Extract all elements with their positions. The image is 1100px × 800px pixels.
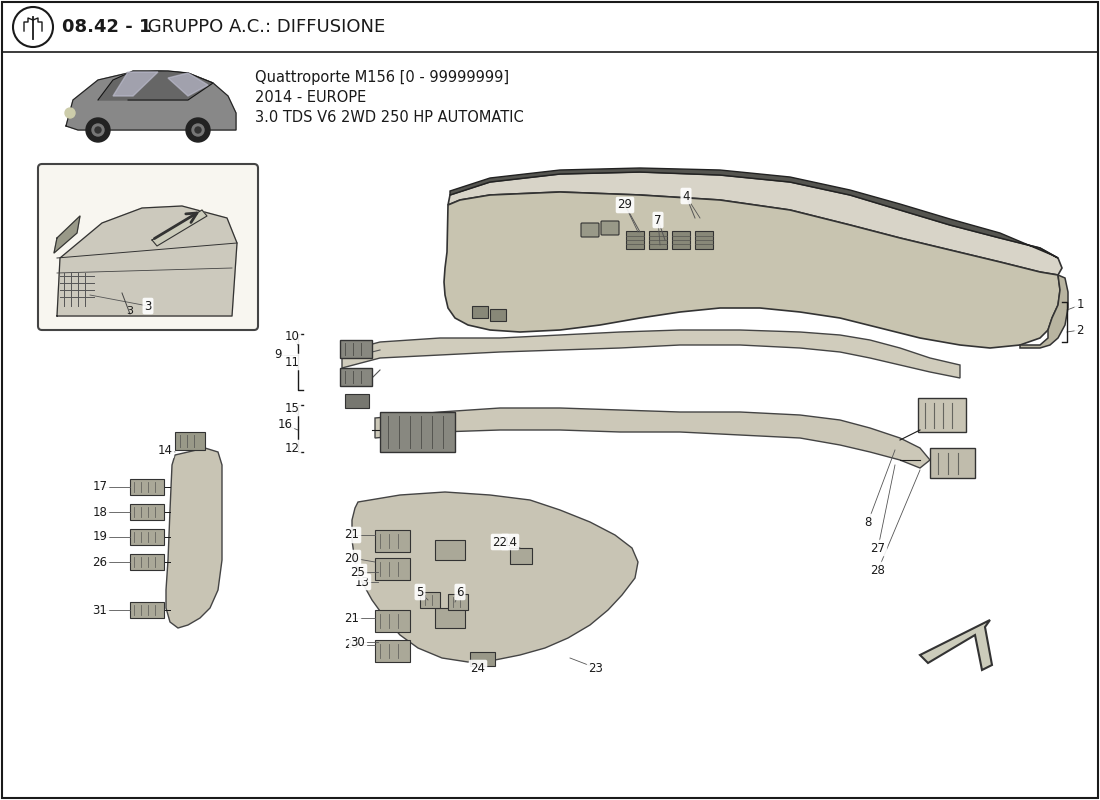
Bar — [672, 231, 690, 249]
Polygon shape — [66, 71, 236, 130]
Text: 29: 29 — [617, 198, 632, 211]
Polygon shape — [54, 216, 80, 253]
Text: 26: 26 — [92, 555, 108, 569]
Bar — [375, 640, 410, 662]
Text: 23: 23 — [588, 662, 604, 674]
Bar — [918, 398, 966, 432]
Circle shape — [195, 127, 201, 133]
Bar — [434, 540, 465, 560]
FancyBboxPatch shape — [581, 223, 600, 237]
Text: 6: 6 — [456, 586, 464, 598]
Bar — [420, 592, 440, 608]
Polygon shape — [98, 71, 213, 100]
Bar — [448, 594, 468, 610]
Bar — [340, 340, 372, 358]
Bar — [130, 479, 164, 495]
Text: 12: 12 — [285, 442, 299, 454]
Text: 20: 20 — [344, 638, 360, 651]
Polygon shape — [1020, 275, 1068, 348]
Polygon shape — [113, 72, 158, 96]
Polygon shape — [342, 330, 960, 378]
Bar — [470, 652, 495, 666]
Text: 27: 27 — [870, 542, 886, 554]
Bar — [649, 231, 667, 249]
Circle shape — [92, 124, 104, 136]
Text: 21: 21 — [344, 611, 360, 625]
Circle shape — [95, 127, 101, 133]
Bar — [490, 309, 506, 321]
Text: 2: 2 — [1076, 323, 1084, 337]
Text: 08.42 - 1: 08.42 - 1 — [62, 18, 152, 36]
Polygon shape — [152, 210, 207, 246]
Bar — [130, 529, 164, 545]
Text: 28: 28 — [870, 563, 886, 577]
Polygon shape — [448, 172, 1062, 275]
FancyBboxPatch shape — [39, 164, 258, 330]
Text: 21: 21 — [344, 529, 360, 542]
Text: 18: 18 — [92, 506, 108, 518]
Bar — [472, 306, 488, 318]
Text: 11: 11 — [285, 355, 299, 369]
Text: 4: 4 — [682, 190, 690, 202]
Text: 25: 25 — [351, 566, 365, 578]
Text: 31: 31 — [92, 603, 108, 617]
Text: 17: 17 — [92, 481, 108, 494]
Polygon shape — [168, 73, 208, 96]
Polygon shape — [444, 192, 1060, 348]
Bar — [130, 554, 164, 570]
Text: 15: 15 — [285, 402, 299, 414]
Polygon shape — [352, 492, 638, 662]
Polygon shape — [166, 448, 222, 628]
Text: 22: 22 — [493, 535, 507, 549]
Bar — [340, 368, 372, 386]
Bar — [375, 610, 410, 632]
Bar — [510, 548, 532, 564]
FancyBboxPatch shape — [601, 221, 619, 235]
Text: 9: 9 — [274, 349, 282, 362]
Bar — [375, 530, 410, 552]
Polygon shape — [57, 206, 236, 316]
Text: GRUPPO A.C.: DIFFUSIONE: GRUPPO A.C.: DIFFUSIONE — [142, 18, 385, 36]
Text: 1: 1 — [1076, 298, 1084, 311]
Text: 7: 7 — [654, 214, 662, 226]
Text: 19: 19 — [92, 530, 108, 543]
Text: Quattroporte M156 [0 - 99999999]: Quattroporte M156 [0 - 99999999] — [255, 70, 509, 85]
Bar — [345, 394, 368, 408]
Text: 14: 14 — [503, 535, 517, 549]
Text: 5: 5 — [416, 586, 424, 598]
Text: 3.0 TDS V6 2WD 250 HP AUTOMATIC: 3.0 TDS V6 2WD 250 HP AUTOMATIC — [255, 110, 524, 125]
Text: 2014 - EUROPE: 2014 - EUROPE — [255, 90, 366, 105]
Text: 24: 24 — [471, 662, 485, 674]
Bar — [375, 558, 410, 580]
Text: 16: 16 — [277, 418, 293, 431]
Text: 13: 13 — [354, 575, 370, 589]
Polygon shape — [375, 408, 930, 468]
Polygon shape — [920, 620, 992, 670]
Bar — [695, 231, 713, 249]
Circle shape — [186, 118, 210, 142]
Bar — [434, 608, 465, 628]
Circle shape — [86, 118, 110, 142]
Text: 20: 20 — [344, 551, 360, 565]
Text: 30: 30 — [351, 635, 365, 649]
Text: 3: 3 — [126, 306, 133, 316]
Bar — [930, 448, 975, 478]
Polygon shape — [450, 168, 1058, 258]
Bar — [175, 432, 205, 450]
Bar — [130, 602, 164, 618]
Bar — [379, 412, 455, 452]
Bar — [130, 504, 164, 520]
Text: 8: 8 — [865, 515, 871, 529]
Circle shape — [65, 108, 75, 118]
Text: 10: 10 — [285, 330, 299, 342]
Text: 3: 3 — [144, 299, 152, 313]
Circle shape — [192, 124, 204, 136]
Text: 14: 14 — [157, 443, 173, 457]
Bar — [626, 231, 644, 249]
